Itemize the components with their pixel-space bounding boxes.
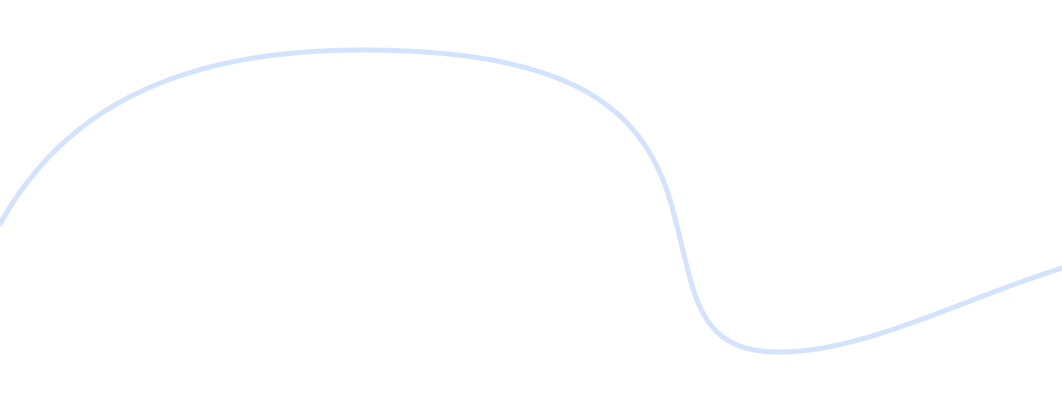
decorative-wave-curve [0,47,1062,355]
